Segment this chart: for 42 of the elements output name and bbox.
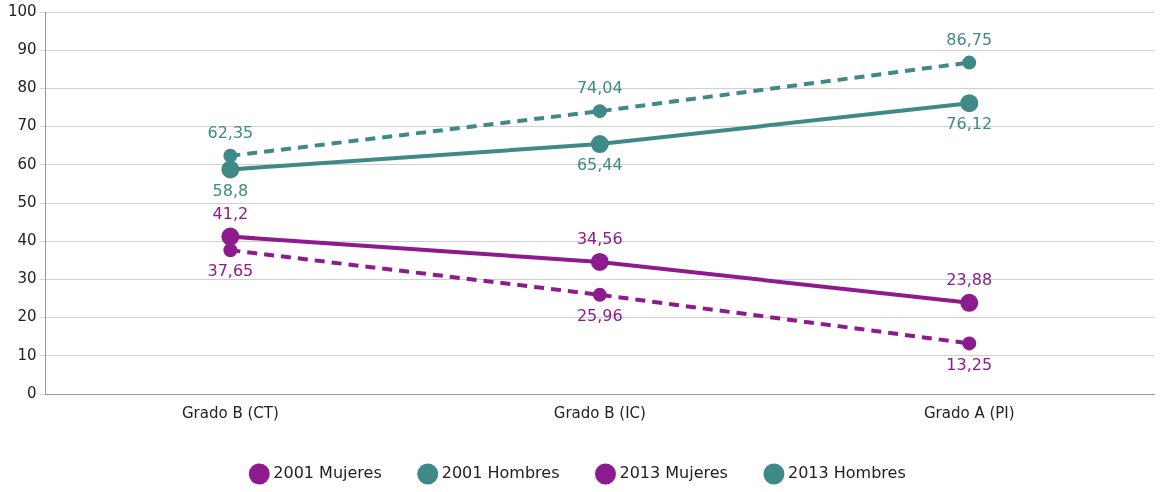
data-label: 23,88 bbox=[946, 269, 993, 289]
point bbox=[960, 293, 979, 312]
point bbox=[962, 55, 977, 70]
point bbox=[960, 94, 979, 113]
point bbox=[592, 104, 607, 119]
y-tick-label: 70 bbox=[17, 116, 37, 135]
data-label: 86,75 bbox=[946, 29, 993, 49]
y-tick-label: 80 bbox=[17, 78, 37, 97]
point bbox=[592, 287, 607, 302]
point bbox=[590, 252, 609, 271]
point bbox=[962, 336, 977, 351]
y-tick-label: 60 bbox=[17, 154, 37, 173]
data-label: 37,65 bbox=[207, 261, 254, 281]
y-tick-label: 100 bbox=[7, 1, 37, 20]
y-tick-label: 90 bbox=[17, 40, 37, 59]
x-tick-label: Grado A (PI) bbox=[923, 403, 1015, 422]
y-tick-label: 30 bbox=[17, 269, 37, 288]
data-label: 62,35 bbox=[207, 122, 254, 142]
data-label: 58,8 bbox=[212, 180, 249, 200]
legend-label: 2001 Hombres bbox=[441, 463, 560, 483]
data-label: 25,96 bbox=[576, 305, 623, 325]
point bbox=[223, 148, 238, 163]
x-tick-label: Grado B (IC) bbox=[553, 403, 646, 422]
data-label: 74,04 bbox=[576, 78, 623, 98]
y-tick-label: 0 bbox=[27, 383, 37, 402]
y-tick-label: 40 bbox=[17, 231, 37, 250]
y-tick-label: 50 bbox=[17, 192, 37, 211]
data-label: 34,56 bbox=[576, 229, 623, 249]
y-tick-label: 20 bbox=[17, 307, 37, 326]
point bbox=[590, 135, 609, 154]
data-label: 41,2 bbox=[212, 203, 249, 223]
point bbox=[221, 227, 240, 246]
legend-label: 2013 Hombres bbox=[787, 463, 906, 483]
y-tick-label: 10 bbox=[17, 345, 37, 364]
data-label: 13,25 bbox=[946, 354, 993, 374]
point bbox=[223, 243, 238, 258]
point bbox=[221, 160, 240, 179]
data-label: 65,44 bbox=[576, 155, 623, 175]
x-tick-label: Grado B (CT) bbox=[181, 403, 279, 422]
legend-label: 2001 Mujeres bbox=[273, 463, 382, 483]
data-label: 76,12 bbox=[946, 114, 993, 134]
legend-label: 2013 Mujeres bbox=[619, 463, 728, 483]
